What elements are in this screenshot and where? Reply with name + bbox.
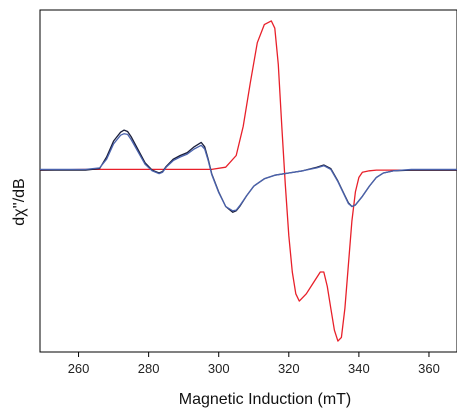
x-axis-label: Magnetic Induction (mT) (179, 391, 352, 408)
x-tick-label: 280 (138, 361, 160, 376)
x-tick-label: 300 (208, 361, 230, 376)
y-axis-label: dχ''/dB (11, 178, 28, 225)
x-tick-label: 360 (418, 361, 440, 376)
x-tick-label: 320 (278, 361, 300, 376)
series-line-1 (39, 20, 457, 342)
x-tick-label: 260 (68, 361, 90, 376)
x-tick-label: 340 (348, 361, 370, 376)
plot-frame (39, 9, 457, 353)
series-line-3 (40, 133, 457, 212)
series-layer (39, 20, 457, 342)
x-axis-ticks: 260 280 300 320 340 360 (68, 352, 440, 376)
